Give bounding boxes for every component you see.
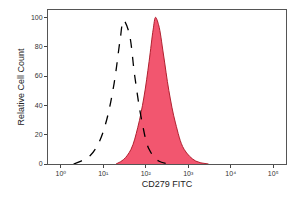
svg-text:40: 40 xyxy=(35,102,43,109)
svg-text:0: 0 xyxy=(39,160,43,167)
svg-text:10²: 10² xyxy=(141,170,152,177)
svg-text:10⁵: 10⁵ xyxy=(268,170,279,177)
svg-text:60: 60 xyxy=(35,72,43,79)
svg-text:10³: 10³ xyxy=(183,170,194,177)
svg-text:100: 100 xyxy=(31,14,43,21)
svg-text:10⁰: 10⁰ xyxy=(55,170,66,177)
svg-text:CD279 FITC: CD279 FITC xyxy=(142,179,193,189)
svg-text:10⁴: 10⁴ xyxy=(225,170,236,177)
svg-text:80: 80 xyxy=(35,43,43,50)
svg-text:Relative Cell Count: Relative Cell Count xyxy=(16,48,26,126)
svg-text:10¹: 10¹ xyxy=(98,170,109,177)
svg-text:20: 20 xyxy=(35,131,43,138)
